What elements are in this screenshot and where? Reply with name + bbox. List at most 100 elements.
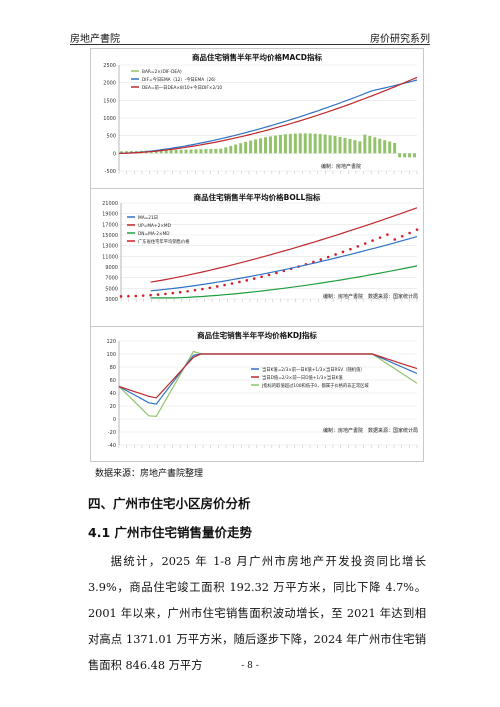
boll-price-dot (319, 258, 323, 261)
boll-price-dot (371, 239, 374, 242)
boll-ytick: 19000 (102, 212, 118, 218)
macd-ytick: 1000 (103, 116, 116, 122)
macd-bar (229, 145, 233, 154)
macd-bar (179, 149, 183, 154)
boll-price-dot (223, 283, 226, 287)
macd-bar (413, 153, 417, 158)
macd-bar (249, 140, 253, 154)
macd-bar (224, 147, 228, 154)
boll-price-dot (193, 288, 197, 292)
boll-price-dot (386, 233, 389, 236)
macd-bar (403, 153, 407, 158)
boll-price-dot (127, 294, 130, 298)
boll-price-dot (238, 280, 241, 284)
macd-bar (164, 150, 168, 154)
boll-price-dot (186, 289, 189, 293)
macd-legend-label: DIF=今日EMA（12）-今日EMA（26） (142, 76, 218, 83)
macd-bar (174, 149, 178, 154)
macd-bar (259, 138, 263, 154)
macd-bar (278, 134, 282, 154)
macd-ytick: 2000 (103, 81, 116, 87)
macd-bar (169, 150, 173, 154)
boll-price-dot (149, 293, 152, 297)
macd-ytick: 0 (113, 151, 116, 157)
macd-bar (363, 134, 367, 154)
macd-bar (393, 142, 397, 154)
boll-price-dot (134, 294, 138, 298)
boll-price-dot (119, 295, 123, 298)
macd-bar (184, 149, 188, 154)
macd-bar (189, 149, 193, 154)
kdj-ytick: 80 (110, 365, 116, 371)
boll-note: 编制：房地产書院 数据来源：国家统计局 (323, 294, 419, 300)
boll-ytick: 17000 (102, 222, 118, 228)
macd-bar (239, 143, 243, 154)
macd-note: 编制：房地产書院 (321, 164, 362, 170)
body-paragraph: 据统计，2025 年 1-8 月广州市房地产开发投资同比增长 3.9%，商品住宅… (88, 555, 426, 672)
header-right: 房价研究系列 (370, 34, 430, 45)
boll-price-dot (415, 228, 419, 231)
macd-bar (273, 135, 277, 154)
boll-up-line (150, 207, 418, 283)
macd-bar (333, 136, 337, 154)
boll-price-dot (334, 253, 337, 256)
macd-bar (209, 148, 213, 154)
subsection-title: 4.1 广州市住宅销售量价走势 (88, 525, 252, 540)
macd-bar (383, 140, 387, 154)
boll-price-dot (171, 291, 175, 295)
macd-ytick: -500 (105, 169, 116, 175)
boll-ytick: 21000 (102, 201, 118, 207)
macd-bar (338, 136, 342, 154)
macd-bar (159, 150, 163, 154)
boll-chart: 商品住宅销售半年平均价格BOLL指标 21000 19000 17000 15000 1… (90, 188, 424, 328)
macd-bar (219, 148, 223, 154)
macd-bar (293, 133, 297, 154)
macd-bar (283, 134, 287, 154)
chart-source: 数据来源：房地产書院整理 (95, 469, 204, 479)
boll-price-dot (215, 285, 219, 288)
macd-bar (204, 149, 208, 154)
boll-price-dot (349, 247, 352, 251)
boll-price-dot (230, 282, 234, 285)
kdj-ytick: 20 (110, 404, 116, 410)
boll-legend-label: 广东省住宅年平均销售价格 (138, 238, 190, 245)
boll-ytick: 11000 (102, 254, 118, 260)
macd-legend-label: DEA=前一日DEA×8/10+今日DIF×2/10 (142, 84, 222, 91)
kdj-ytick: 60 (110, 378, 116, 384)
macd-bar (194, 149, 198, 154)
boll-price-dot (408, 231, 411, 235)
boll-price-dot (378, 236, 382, 239)
macd-bar (323, 134, 327, 154)
macd-bar (199, 149, 203, 154)
macd-dif-line (118, 79, 418, 154)
macd-bar (214, 148, 218, 154)
macd-bar (129, 151, 133, 154)
macd-title: 商品住宅销售半年平均价格MACD指标 (192, 53, 322, 62)
boll-price-dot (201, 287, 204, 291)
kdj-d-line (118, 353, 418, 399)
macd-bar (234, 144, 238, 154)
macd-bar (288, 133, 292, 154)
boll-price-dot (400, 234, 404, 238)
kdj-ytick: 120 (106, 339, 116, 345)
macd-bar (303, 133, 307, 154)
boll-price-dot (260, 275, 263, 279)
boll-price-dot (341, 250, 345, 254)
boll-ytick: 9000 (105, 265, 118, 271)
macd-bar (308, 133, 312, 154)
boll-ytick: 13000 (102, 244, 118, 250)
kdj-note: 编制：房地产書院 数据来源：国家统计局 (323, 428, 419, 434)
macd-bar (343, 137, 347, 154)
page-header: 房地产書院 房价研究系列 (70, 28, 430, 45)
boll-plot: 21000 19000 17000 15000 13000 11000 9000 7000 50… (102, 201, 419, 303)
boll-ma-line (150, 236, 418, 292)
macd-bar (268, 136, 272, 154)
boll-price-dot (252, 277, 256, 280)
macd-bar (353, 140, 357, 154)
header-left: 房地产書院 (70, 34, 120, 45)
macd-bar (408, 153, 412, 158)
boll-price-dot (326, 255, 330, 259)
macd-bar (388, 141, 392, 154)
macd-bar (154, 150, 158, 154)
kdj-legend-label: 当日K值=2/3×前一日K值+1/3×当日RSV（随机值） (262, 366, 365, 373)
